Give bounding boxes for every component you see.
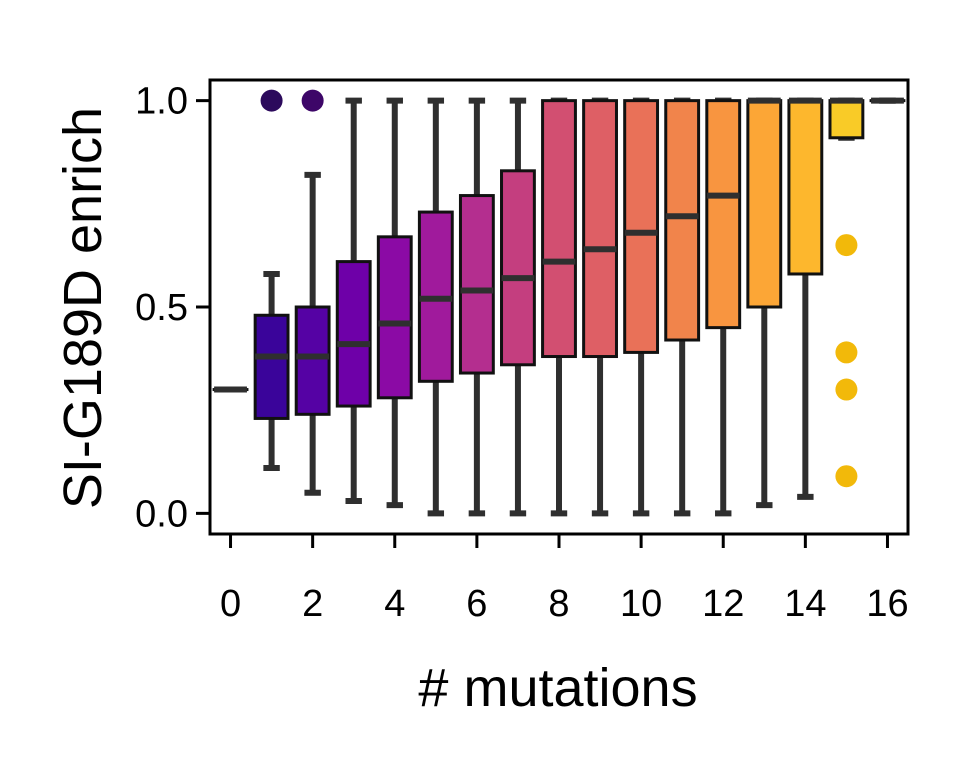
boxes-layer <box>212 89 906 517</box>
box <box>253 313 290 420</box>
box <box>294 305 331 416</box>
box-group-1 <box>253 89 290 471</box>
outlier-point <box>301 89 324 112</box>
box-group-4 <box>376 97 413 509</box>
box-group-2 <box>294 89 331 496</box>
box-group-10 <box>623 97 660 517</box>
box-group-3 <box>335 97 372 504</box>
x-tick-label: 4 <box>384 583 405 625</box>
box-group-15 <box>828 97 865 488</box>
outlier-point <box>835 234 858 257</box>
axes-layer: 0 2 4 6 8 10 12 14 16 0.0 0.5 1.0 <box>135 78 910 625</box>
x-tick-label: 14 <box>784 583 826 625</box>
box-group-6 <box>458 97 495 517</box>
outlier-point <box>260 89 283 112</box>
y-tick-label: 1.0 <box>135 81 188 123</box>
box <box>623 99 660 354</box>
box <box>746 99 783 309</box>
box-group-13 <box>746 97 783 509</box>
x-tick-label: 12 <box>702 583 744 625</box>
box-group-8 <box>541 97 577 517</box>
outlier-point <box>835 341 858 364</box>
y-tick-label: 0.0 <box>135 493 188 535</box>
box <box>828 99 865 140</box>
box <box>335 260 372 408</box>
box <box>376 235 413 400</box>
box-group-14 <box>787 97 824 500</box>
box-group-5 <box>417 97 454 517</box>
box-group-11 <box>664 97 701 517</box>
box <box>500 169 536 367</box>
x-tick-label: 2 <box>302 583 323 625</box>
x-tick-label: 6 <box>466 583 487 625</box>
x-tick-label: 10 <box>620 583 662 625</box>
box-group-9 <box>582 97 618 517</box>
box <box>705 99 742 330</box>
box <box>541 99 577 359</box>
box <box>458 194 495 375</box>
outlier-point <box>835 465 858 488</box>
y-tick-label: 0.5 <box>135 287 188 329</box>
box <box>787 99 824 276</box>
box <box>582 99 618 359</box>
x-tick-label: 8 <box>548 583 569 625</box>
box-group-12 <box>705 97 742 517</box>
x-tick-label: 0 <box>220 583 241 625</box>
outlier-point <box>835 378 858 401</box>
x-axis-title: # mutations <box>418 658 697 718</box>
box-group-7 <box>500 97 536 517</box>
x-tick-label: 16 <box>866 583 908 625</box>
box <box>664 99 701 342</box>
y-axis-title: SI-G189D enrich <box>53 107 113 509</box>
